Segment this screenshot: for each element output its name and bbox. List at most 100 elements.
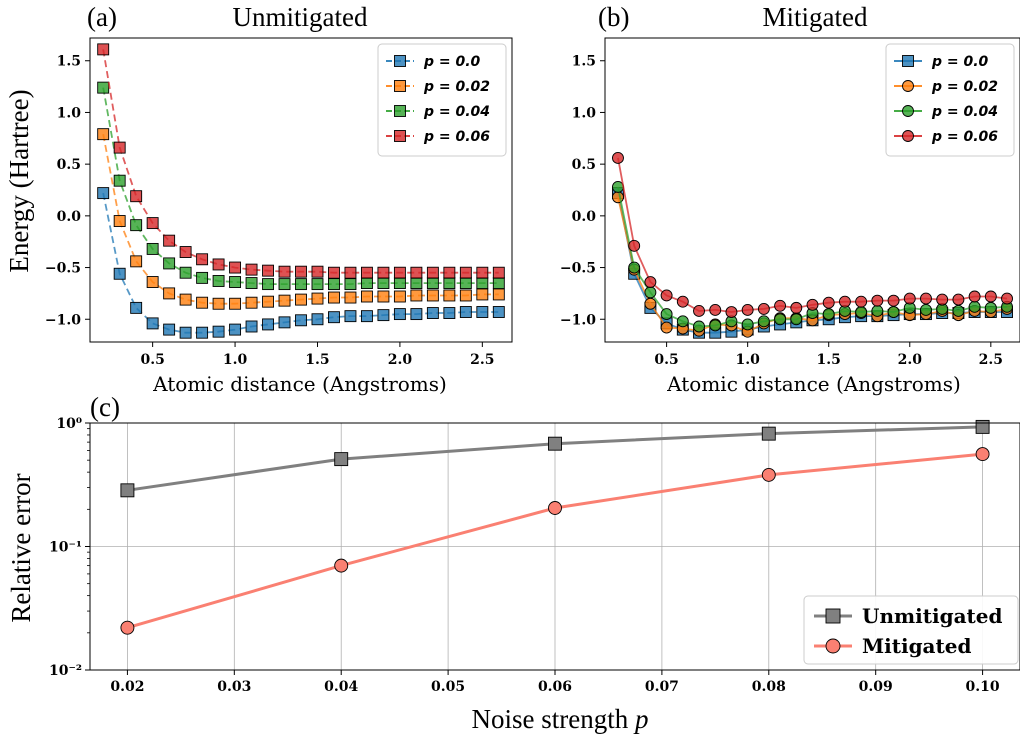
a-point-s2-16 [360,277,373,290]
a-point-s0-0 [97,187,110,200]
panel-a-ylabel: Energy (Hartree) [4,89,34,272]
b-point-s2-8 [741,318,754,331]
a-point-s0-2 [130,301,143,314]
c-legend-label-0: Unmitigated [862,604,1002,628]
a-point-s2-15 [344,278,357,291]
a-legend-marker-1 [394,80,406,92]
b-point-s3-4 [676,295,689,308]
b-point-s2-17 [887,306,900,318]
a-point-s1-15 [344,291,357,304]
c-xtick-label-8: 0.10 [966,679,1000,695]
a-point-s2-8 [229,276,242,288]
a-xtick-label-2: 1.5 [305,352,329,368]
panel-a-title: Unmitigated [233,2,368,32]
b-point-s2-9 [757,315,770,328]
b-ytick-label-4: −0.5 [560,261,596,277]
a-point-s3-14 [328,266,340,279]
a-point-s2-21 [443,277,456,290]
c-xtick-label-1: 0.03 [217,679,251,695]
a-point-s1-16 [360,290,373,303]
b-legend-label-0: p = 0.0 [931,54,989,70]
a-legend-label-1: p = 0.02 [423,79,490,95]
a-point-s2-7 [212,275,225,287]
c-point-s0-4 [975,419,990,434]
a-point-s1-22 [459,289,472,302]
b-point-s3-12 [806,298,819,311]
a-legend-label-2: p = 0.04 [423,104,490,120]
b-point-s2-2 [644,286,657,299]
a-point-s2-0 [97,81,110,94]
b-point-s2-1 [628,261,641,274]
a-point-s2-10 [262,278,274,291]
a-point-s2-3 [146,242,159,255]
panel-a-xlabel: Atomic distance (Angstroms) [152,372,447,396]
b-point-s2-3 [660,308,673,321]
b-point-s3-5 [693,305,705,317]
b-legend-marker-1 [902,80,914,92]
a-xtick-label-1: 1.0 [223,352,248,368]
a-point-s1-5 [179,293,192,306]
c-ytick-label-1: 10⁻¹ [49,540,82,556]
c-point-s1-0 [120,620,135,635]
a-point-s2-11 [278,278,291,291]
a-legend-label-3: p = 0.06 [423,129,490,145]
a-point-s3-20 [426,266,439,279]
b-point-s3-16 [871,294,884,307]
a-point-s3-23 [476,266,489,279]
b-point-s2-22 [968,300,981,313]
b-point-s3-7 [725,306,738,318]
b-point-s3-9 [757,302,770,315]
b-series-line-3 [617,157,1008,313]
b-point-s3-22 [968,290,981,303]
b-legend-label-1: p = 0.02 [931,79,998,95]
panel-c-ylabel: Relative error [6,473,36,622]
b-point-s3-2 [644,276,657,288]
a-point-s3-18 [393,266,406,279]
a-point-s1-20 [426,289,439,302]
a-point-s0-12 [295,314,307,327]
a-series-line-0 [102,192,499,334]
a-point-s0-13 [311,313,324,326]
b-point-s2-5 [693,320,705,333]
panel-c-xlabel-text: Noise strength [472,704,629,734]
b-point-s2-16 [871,305,884,317]
a-point-s3-17 [377,266,390,279]
a-point-s2-13 [311,278,324,291]
a-point-s1-2 [130,255,143,268]
b-point-s2-19 [920,303,932,316]
b-xtick-label-4: 2.5 [979,352,1003,368]
a-point-s2-12 [295,278,307,291]
a-point-s2-5 [179,266,192,279]
a-point-s0-20 [426,307,439,319]
b-legend-label-2: p = 0.04 [931,104,998,120]
a-point-s2-19 [410,277,423,290]
a-point-s1-14 [328,291,340,304]
a-point-s1-9 [245,296,258,309]
b-point-s3-21 [952,293,965,306]
b-point-s3-6 [709,303,722,316]
a-point-s0-11 [278,316,291,329]
a-xtick-label-3: 2.0 [388,352,413,368]
a-point-s1-6 [196,296,209,309]
a-point-s0-21 [443,307,456,319]
panel-b-legend: p = 0.0 p = 0.02 p = 0.04 p = 0.06 [885,43,1015,157]
b-legend-marker-0 [902,55,914,67]
a-point-s0-24 [492,306,505,318]
panel-a-plot-area: 0.5 1.0 1.5 2.0 2.5 1.5 1.0 0.5 0.0 −0.5 −1.0 [45,37,513,368]
a-point-s0-14 [328,311,340,324]
a-point-s1-11 [278,294,291,307]
a-point-s1-3 [146,276,159,288]
b-point-s2-10 [774,313,787,326]
b-legend-box [885,43,1015,157]
b-point-s3-11 [790,301,803,314]
a-point-s0-4 [163,323,176,336]
a-legend-marker-0 [394,55,406,67]
b-ytick-label-2: 0.5 [572,157,596,173]
c-xtick-label-5: 0.07 [645,679,679,695]
a-point-s0-18 [393,308,406,321]
b-point-s3-19 [920,292,932,305]
c-point-s1-3 [761,467,776,482]
a-point-s3-3 [146,217,159,230]
panel-c-legend: Unmitigated Mitigated [803,595,1019,665]
b-point-s3-8 [741,303,754,316]
